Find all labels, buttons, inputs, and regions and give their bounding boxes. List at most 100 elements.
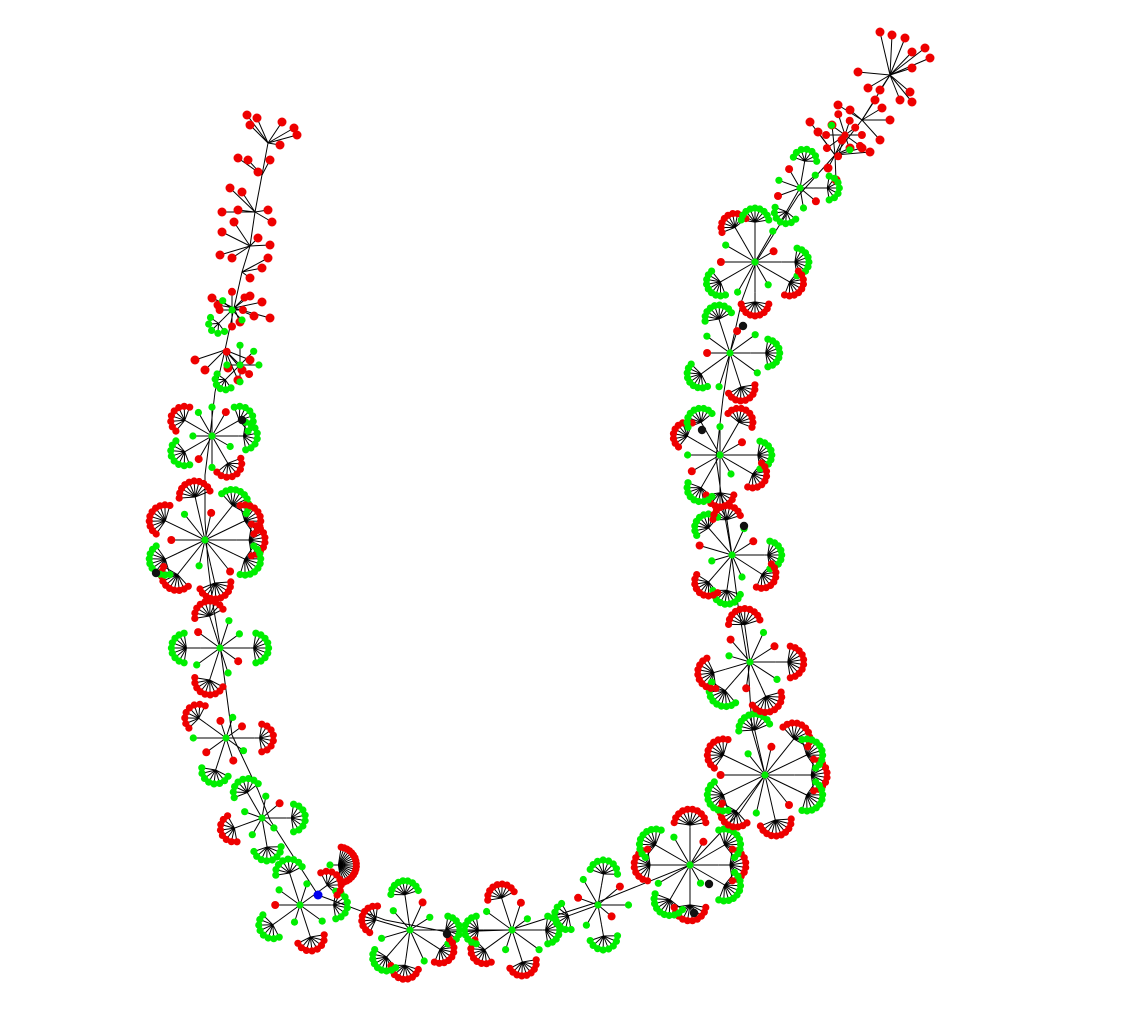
leaf-node [190,355,200,365]
hub-node [406,926,414,934]
branch-node [215,306,224,314]
leaf-node [612,865,621,873]
branch-node [235,630,243,638]
edge [197,631,221,649]
edge [204,521,243,541]
leaf-node [875,135,885,145]
leaf-node [613,932,622,940]
edge [731,528,745,556]
edge [758,572,763,575]
edge [735,801,744,812]
edge [209,677,211,681]
edge [256,117,269,144]
leaf-node [764,363,772,371]
branch-node [420,957,428,965]
leaf-node [172,437,180,445]
branch-node [703,349,712,357]
branch-node [742,684,751,693]
leaf-node [245,273,255,283]
hub-node [258,814,266,822]
edge [744,625,751,663]
edge [209,615,215,631]
edge [225,737,244,752]
leaf-node [242,446,250,454]
leaf-node [800,655,808,664]
edge [404,894,406,899]
branch-node [194,455,203,464]
node-layer [145,27,935,983]
edge [233,221,251,247]
leaf-node [756,616,764,624]
edge [511,902,522,931]
branch-node [811,171,819,179]
edge [714,554,733,576]
edge [405,929,411,959]
leaf-node [182,719,190,728]
edge [194,496,197,503]
branch-node [857,131,866,139]
leaf-node [265,240,275,250]
edge [699,545,733,556]
branch-node [727,470,735,478]
leaf-node [259,911,267,919]
branch-node [219,297,227,305]
edge [204,539,235,555]
edge [195,501,206,541]
branch-node [574,893,583,902]
edge [289,872,292,879]
branch-node [225,617,233,625]
edge [225,689,233,736]
leaf-node [168,423,176,431]
leaf-node [248,552,256,560]
edge [723,791,731,796]
leaf-node [317,869,325,877]
leaf-node [797,146,805,154]
leaf-node [687,360,695,368]
leaf-node [695,404,703,413]
branch-node [834,152,843,161]
branch-node [716,258,725,266]
edge [700,483,704,488]
leaf-node [190,701,198,709]
branch-node [189,734,197,742]
edge [194,349,226,361]
edge [246,792,250,796]
edge [729,757,766,776]
leaf-node [731,853,739,862]
edge [728,261,756,278]
leaf-node [265,155,275,165]
leaf-node [586,937,594,945]
edge [708,574,715,583]
edge [802,161,806,170]
leaf-node [186,403,194,411]
leaf-node [253,167,263,177]
edge [889,37,906,76]
leaf-node [255,921,263,929]
leaf-node [289,123,299,133]
edge [889,51,913,76]
edge [764,759,796,776]
leaf-node [298,863,306,871]
leaf-node [180,402,188,410]
edge [778,179,801,189]
edge [764,774,790,806]
leaf-node [708,409,716,418]
branch-node [749,537,758,546]
branch-node [303,880,311,888]
edge [673,836,691,866]
branch-node [270,824,278,832]
branch-node [696,879,705,887]
leaf-node [825,196,833,204]
edge [209,647,221,678]
leaf-node [225,183,235,193]
leaf-node [196,585,204,593]
leaf-node [728,877,737,885]
marked-node [151,568,161,578]
branch-node [654,879,662,887]
edge [889,74,913,103]
edge [206,737,227,753]
branch-node [582,921,591,929]
hub-node [296,901,304,909]
branch-node [262,792,270,800]
